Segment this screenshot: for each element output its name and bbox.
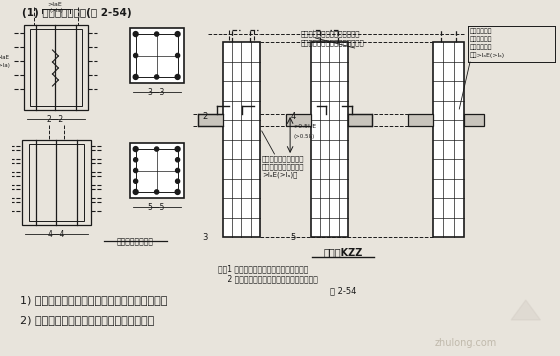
Text: 自框支柱边缘算起，弯: 自框支柱边缘算起，弯 xyxy=(262,155,304,162)
Text: 1) 框支柱的柱底纵筋的连接构造同抗震框架柱。: 1) 框支柱的柱底纵筋的连接构造同抗震框架柱。 xyxy=(20,295,167,305)
Circle shape xyxy=(134,53,138,58)
Circle shape xyxy=(175,147,180,152)
Bar xyxy=(130,28,184,83)
Text: 板内>lₐE(>lₐ): 板内>lₐE(>lₐ) xyxy=(470,52,505,58)
Circle shape xyxy=(155,147,158,151)
Circle shape xyxy=(155,190,158,194)
Text: >laE: >laE xyxy=(48,2,62,7)
Circle shape xyxy=(134,158,138,162)
Text: (1) 框支柱钢筋构造(图 2-54): (1) 框支柱钢筋构造(图 2-54) xyxy=(22,8,132,18)
Circle shape xyxy=(176,53,180,58)
Bar xyxy=(348,114,372,126)
Bar xyxy=(198,114,223,126)
Text: 2 柱纵向钢筋的连接宜采用机械连接接头。: 2 柱纵向钢筋的连接宜采用机械连接接头。 xyxy=(218,274,318,283)
Circle shape xyxy=(175,189,180,194)
Text: 图 2-54: 图 2-54 xyxy=(330,286,356,295)
Text: 注：1 柱底纵筋的连接构造同抗震框架柱。: 注：1 柱底纵筋的连接构造同抗震框架柱。 xyxy=(218,264,308,273)
Text: 3—3: 3—3 xyxy=(147,88,165,97)
Text: 2: 2 xyxy=(202,112,208,121)
Circle shape xyxy=(176,168,180,173)
Bar xyxy=(136,149,178,192)
Circle shape xyxy=(133,32,138,37)
Text: (>la): (>la) xyxy=(49,8,63,13)
Bar xyxy=(22,140,91,225)
Text: (>0.5lₐ): (>0.5lₐ) xyxy=(293,134,314,139)
Text: 锚入框支梁或楼层板内: 锚入框支梁或楼层板内 xyxy=(262,163,304,169)
Text: 框支梁或楼层: 框支梁或楼层 xyxy=(470,44,493,49)
Text: 5: 5 xyxy=(291,233,296,242)
Text: 框支柱KZZ: 框支柱KZZ xyxy=(323,247,363,257)
Circle shape xyxy=(155,75,158,79)
Polygon shape xyxy=(511,300,540,320)
Circle shape xyxy=(155,32,158,36)
Text: 柱支柱部分纵筋延伸到上层剪力: 柱支柱部分纵筋延伸到上层剪力 xyxy=(301,30,361,37)
Text: 算起，弯锚入: 算起，弯锚入 xyxy=(470,36,493,42)
Circle shape xyxy=(175,74,180,79)
Bar xyxy=(464,114,484,126)
Text: >laE: >laE xyxy=(0,55,10,60)
Text: 2—2: 2—2 xyxy=(47,115,64,124)
Circle shape xyxy=(133,74,138,79)
Text: >lₐE(>lₐ)。: >lₐE(>lₐ)。 xyxy=(262,171,297,178)
Bar xyxy=(286,114,311,126)
Text: 纵向钢筋弯折要求: 纵向钢筋弯折要求 xyxy=(117,237,154,246)
Bar xyxy=(433,42,464,237)
Circle shape xyxy=(176,158,180,162)
Text: 力墙楼板顶，须别为：能通则通。: 力墙楼板顶，须别为：能通则通。 xyxy=(301,39,365,46)
Text: 2) 柱纵向钢筋的连接宜采用机械连接接头。: 2) 柱纵向钢筋的连接宜采用机械连接接头。 xyxy=(20,315,155,325)
Circle shape xyxy=(134,168,138,173)
Bar xyxy=(29,144,84,221)
Text: 4—4: 4—4 xyxy=(48,230,65,239)
Bar xyxy=(311,42,348,237)
Circle shape xyxy=(176,179,180,183)
Bar xyxy=(408,114,433,126)
Bar xyxy=(223,42,260,237)
Circle shape xyxy=(134,179,138,183)
Text: 5—5: 5—5 xyxy=(147,203,165,212)
Text: 4: 4 xyxy=(291,112,296,121)
Bar xyxy=(30,29,82,106)
Text: >0.5lₐE: >0.5lₐE xyxy=(293,124,316,129)
Circle shape xyxy=(175,32,180,37)
Text: zhulong.com: zhulong.com xyxy=(435,338,497,348)
Bar xyxy=(130,143,184,198)
Text: (>la): (>la) xyxy=(0,63,11,68)
Bar xyxy=(24,25,88,110)
Circle shape xyxy=(133,189,138,194)
Circle shape xyxy=(133,147,138,152)
Bar xyxy=(136,34,178,77)
Text: 自框支柱边缘: 自框支柱边缘 xyxy=(470,28,493,33)
Text: 3: 3 xyxy=(202,233,208,242)
